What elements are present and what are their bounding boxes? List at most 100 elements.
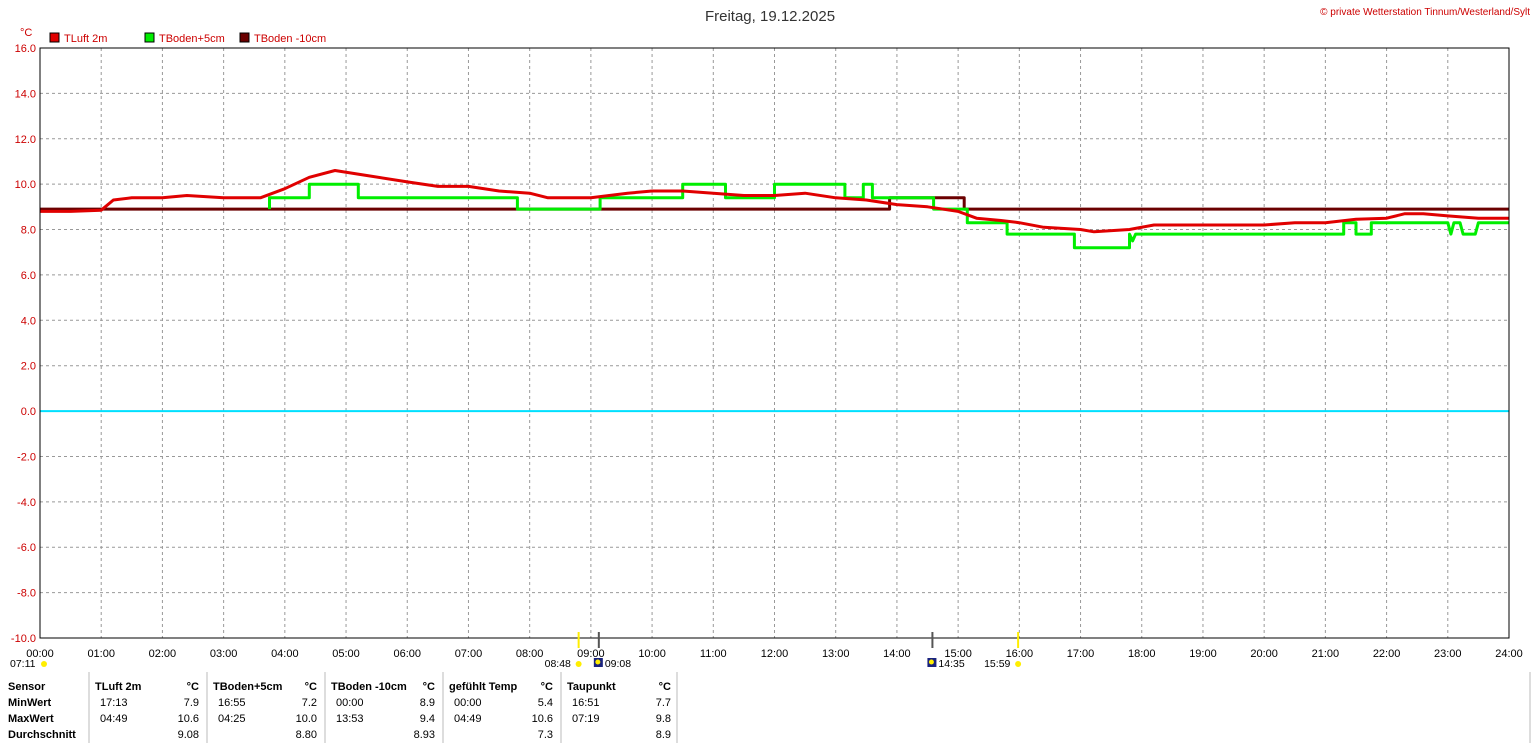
legend-swatch (239, 32, 250, 43)
stats-col-name: TBoden+5cm (213, 681, 283, 693)
y-tick-label: 6.0 (21, 270, 36, 282)
x-tick-label: 06:00 (393, 648, 421, 660)
time-marker-label: 14:35 (938, 658, 964, 670)
x-tick-label: 02:00 (149, 648, 177, 660)
x-tick-label: 12:00 (761, 648, 789, 660)
stats-col-unit: °C (541, 681, 553, 693)
stats-label-min: MinWert (8, 697, 52, 709)
stats-min-value: 7.9 (184, 697, 199, 709)
statistics-table: Sensor MinWert MaxWert Durchschnitt TLuf… (8, 672, 1531, 743)
y-tick-label: -4.0 (17, 497, 36, 509)
stats-min-value: 8.9 (420, 697, 435, 709)
stats-col-unit: °C (187, 681, 199, 693)
stats-max-value: 10.6 (178, 713, 199, 725)
x-tick-label: 10:00 (638, 648, 666, 660)
copyright-text: © private Wetterstation Tinnum/Westerlan… (1320, 7, 1530, 18)
y-tick-label: 12.0 (15, 134, 36, 146)
stats-min-time: 00:00 (454, 697, 482, 709)
y-tick-label: -8.0 (17, 588, 36, 600)
sun-icon (41, 661, 47, 667)
y-tick-label: 14.0 (15, 88, 36, 100)
time-markers: 07:11 08:48 09:08 14:35 15:59 (10, 632, 1022, 670)
x-tick-label: 14:00 (883, 648, 911, 660)
x-tick-label: 07:00 (455, 648, 483, 660)
sun-icon (1015, 661, 1022, 667)
series-line-0 (40, 169, 1509, 234)
stats-max-value: 10.0 (296, 713, 317, 725)
legend: TLuft 2m TBoden+5cm TBoden -10cm (49, 32, 326, 45)
plot-frame (39, 47, 1510, 639)
legend-swatch (49, 32, 60, 43)
series-line-1 (268, 182, 1509, 250)
stats-col-name: TLuft 2m (95, 681, 142, 693)
time-marker-label: 08:48 (545, 658, 571, 670)
x-tick-label: 13:00 (822, 648, 850, 660)
stats-min-value: 7.2 (302, 697, 317, 709)
stats-col-name: Taupunkt (567, 681, 616, 693)
stats-min-value: 7.7 (656, 697, 671, 709)
y-axis-ticks: 16.0 14.0 12.0 10.0 8.0 6.0 4.0 2.0 0.0 -2.0 -4.0 -… (11, 43, 36, 645)
x-tick-label: 11:00 (700, 648, 727, 660)
sun-icon (575, 661, 582, 667)
x-axis-ticks: 00:00 01:00 02:00 03:00 04:00 05:00 06:00 07:00… (26, 648, 1523, 660)
y-tick-label: 10.0 (15, 179, 36, 191)
stats-max-value: 9.8 (656, 713, 671, 725)
stats-avg-value: 8.93 (414, 729, 435, 741)
time-marker-label: 09:08 (605, 658, 631, 670)
x-tick-label: 21:00 (1312, 648, 1340, 660)
x-tick-label: 04:00 (271, 648, 299, 660)
x-tick-label: 00:00 (26, 648, 54, 660)
stats-label-avg: Durchschnitt (8, 729, 76, 741)
statistics-grid (88, 672, 1531, 743)
time-marker-label: 07:11 (10, 658, 36, 670)
x-tick-label: 23:00 (1434, 648, 1462, 660)
x-tick-label: 18:00 (1128, 648, 1156, 660)
x-tick-label: 19:00 (1189, 648, 1217, 660)
stats-max-time: 04:49 (100, 713, 128, 725)
stats-min-time: 16:55 (218, 697, 246, 709)
stats-avg-value: 8.80 (296, 729, 317, 741)
y-axis-unit: °C (20, 27, 32, 39)
temperature-chart: Freitag, 19.12.2025 © private Wetterstat… (10, 7, 1530, 670)
y-tick-label: 0.0 (21, 406, 36, 418)
x-tick-label: 15:00 (944, 648, 972, 660)
moon-icon-glyph (928, 659, 934, 665)
stats-max-value: 9.4 (420, 713, 435, 725)
y-tick-label: -2.0 (17, 451, 36, 463)
time-marker-label: 15:59 (984, 658, 1010, 670)
x-tick-label: 17:00 (1067, 648, 1095, 660)
stats-avg-value: 9.08 (178, 729, 199, 741)
stats-max-time: 04:25 (218, 713, 246, 725)
legend-swatch (144, 32, 155, 43)
x-tick-label: 09:00 (577, 648, 605, 660)
chart-grid (40, 48, 1509, 638)
y-tick-label: -6.0 (17, 542, 36, 554)
legend-label: TBoden+5cm (159, 33, 225, 45)
stats-min-time: 00:00 (336, 697, 364, 709)
x-tick-label: 01:00 (87, 648, 115, 660)
stats-col-name: TBoden -10cm (331, 681, 407, 693)
stats-max-time: 07:19 (572, 713, 600, 725)
y-tick-label: 2.0 (21, 361, 36, 373)
legend-label: TLuft 2m (64, 33, 107, 45)
stats-avg-value: 7.3 (538, 729, 553, 741)
chart-series (40, 169, 1509, 250)
x-tick-label: 08:00 (516, 648, 544, 660)
y-tick-label: 4.0 (21, 315, 36, 327)
stats-col-unit: °C (305, 681, 317, 693)
x-tick-label: 20:00 (1250, 648, 1278, 660)
stats-max-value: 10.6 (532, 713, 553, 725)
stats-label-sensor: Sensor (8, 681, 46, 693)
stats-min-value: 5.4 (538, 697, 553, 709)
stats-min-time: 17:13 (100, 697, 128, 709)
x-tick-label: 05:00 (332, 648, 360, 660)
y-tick-label: -10.0 (11, 633, 36, 645)
chart-title: Freitag, 19.12.2025 (705, 8, 835, 25)
stats-label-max: MaxWert (8, 713, 54, 725)
stats-avg-value: 8.9 (656, 729, 671, 741)
y-tick-label: 16.0 (15, 43, 36, 55)
legend-label: TBoden -10cm (254, 33, 326, 45)
x-tick-label: 16:00 (1006, 648, 1034, 660)
x-tick-label: 22:00 (1373, 648, 1401, 660)
y-tick-label: 8.0 (21, 225, 36, 237)
